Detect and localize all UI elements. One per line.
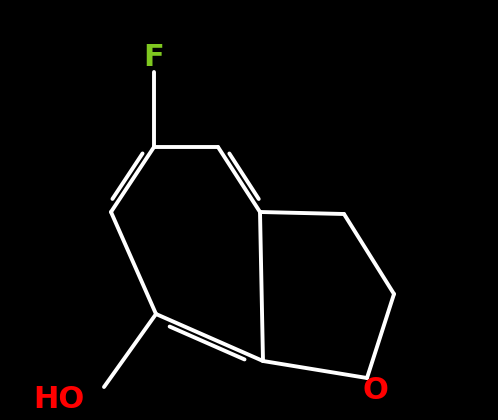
Text: O: O (362, 375, 388, 404)
Text: HO: HO (33, 384, 85, 414)
Text: F: F (143, 42, 164, 71)
